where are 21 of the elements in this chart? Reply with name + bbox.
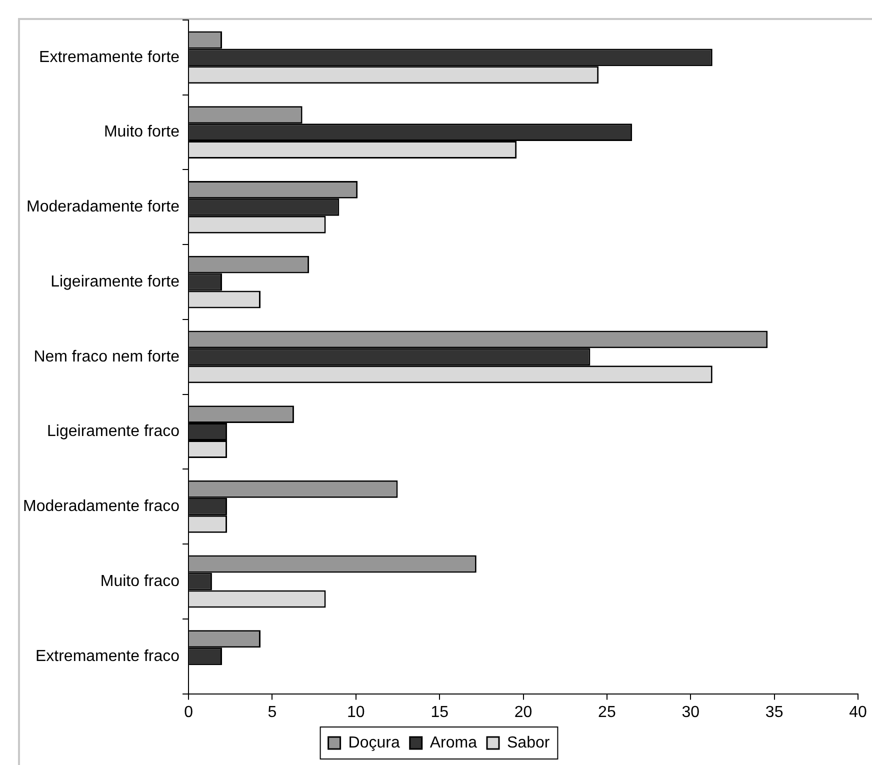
y-tick-label: Muito forte [104,124,180,141]
x-tick-label: 40 [849,704,867,721]
y-tick-label: Extremamente fraco [35,648,180,665]
x-tick-label: 15 [430,704,449,721]
y-tick-label: Moderadamente fraco [23,498,180,516]
legend-label: Doçura [348,734,400,752]
y-tick-label: Extremamente forte [39,48,180,66]
y-tick-label: Ligeiramente fraco [47,423,180,440]
x-tick-label: 10 [347,704,365,721]
y-tick-label: Nem fraco nem forte [34,348,180,366]
x-tick-label: 35 [765,704,784,721]
legend-label: Sabor [507,734,550,752]
y-tick-label: Ligeiramente forte [50,273,180,290]
x-tick-label: 5 [268,704,277,721]
x-tick-label: 0 [184,704,194,721]
y-tick-label: Muito fraco [100,572,180,590]
x-tick-label: 25 [598,704,616,721]
y-tick-label: Moderadamente forte [26,198,180,216]
legend-label: Aroma [430,734,478,752]
x-tick-label: 20 [514,704,532,721]
x-tick-label: 30 [682,704,700,721]
